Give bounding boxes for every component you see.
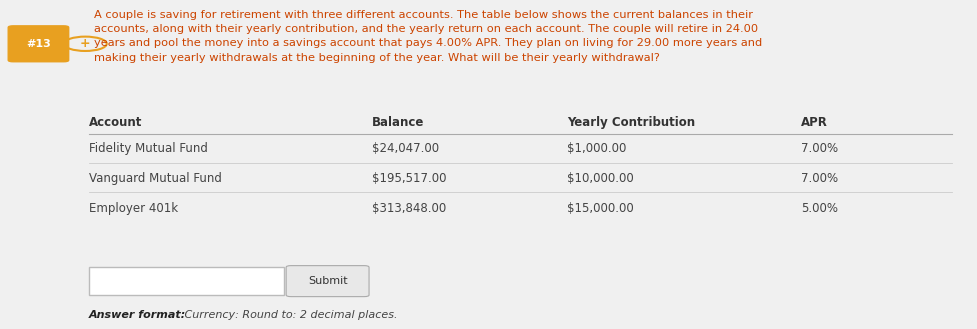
Text: 7.00%: 7.00% — [800, 172, 837, 185]
Text: 5.00%: 5.00% — [800, 202, 837, 215]
Text: Employer 401k: Employer 401k — [89, 202, 178, 215]
Text: 7.00%: 7.00% — [800, 142, 837, 155]
Text: Fidelity Mutual Fund: Fidelity Mutual Fund — [89, 142, 208, 155]
Text: Currency: Round to: 2 decimal places.: Currency: Round to: 2 decimal places. — [181, 310, 397, 320]
Text: Vanguard Mutual Fund: Vanguard Mutual Fund — [89, 172, 222, 185]
Text: $10,000.00: $10,000.00 — [567, 172, 633, 185]
FancyBboxPatch shape — [89, 267, 284, 295]
Text: +: + — [80, 37, 91, 50]
Text: APR: APR — [800, 115, 828, 129]
Text: $313,848.00: $313,848.00 — [371, 202, 446, 215]
Text: $195,517.00: $195,517.00 — [371, 172, 446, 185]
Text: $1,000.00: $1,000.00 — [567, 142, 625, 155]
Text: Submit: Submit — [308, 276, 347, 286]
Text: $15,000.00: $15,000.00 — [567, 202, 633, 215]
FancyBboxPatch shape — [8, 26, 68, 62]
Text: Answer format:: Answer format: — [89, 310, 187, 320]
Text: #13: #13 — [26, 39, 51, 49]
Text: Account: Account — [89, 115, 143, 129]
Text: Balance: Balance — [371, 115, 424, 129]
FancyBboxPatch shape — [286, 266, 368, 297]
Text: Yearly Contribution: Yearly Contribution — [567, 115, 695, 129]
Text: A couple is saving for retirement with three different accounts. The table below: A couple is saving for retirement with t… — [94, 10, 761, 63]
Text: $24,047.00: $24,047.00 — [371, 142, 439, 155]
